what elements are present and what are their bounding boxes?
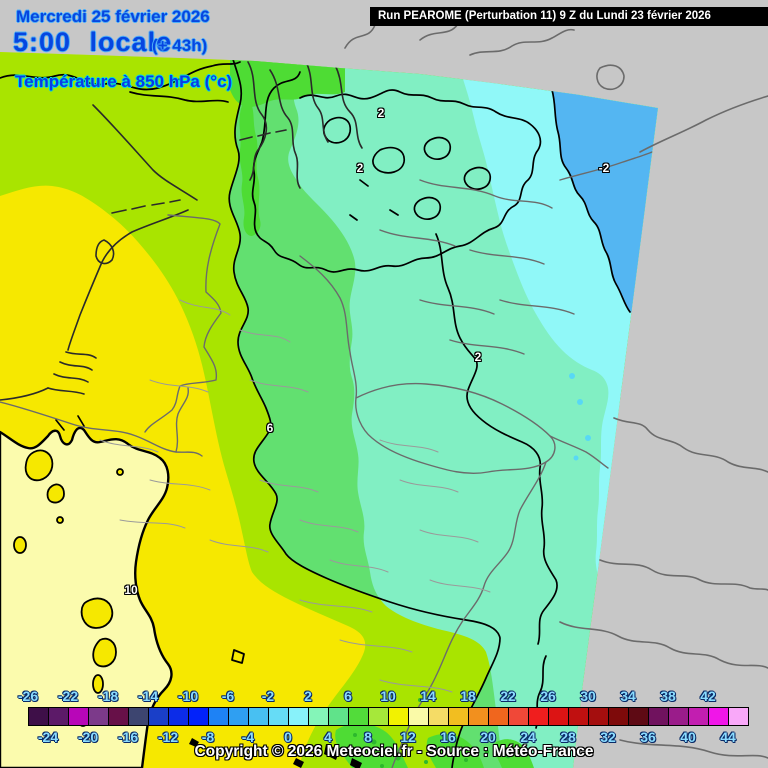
colorbar-box	[428, 707, 449, 726]
colorbar-tick-bottom: 8	[364, 729, 372, 745]
colorbar-tick-bottom: 20	[480, 729, 496, 745]
colorbar-tick-bottom: -20	[77, 729, 99, 745]
colorbar-tick-top: -14	[137, 688, 159, 704]
colorbar-box	[28, 707, 49, 726]
colorbar-tick-bottom: 0	[284, 729, 292, 745]
colorbar-tick-top: 42	[700, 688, 716, 704]
colorbar-tick-bottom: -8	[201, 729, 215, 745]
colorbar-box	[148, 707, 169, 726]
colorbar-tick-top: 22	[500, 688, 516, 704]
colorbar-tick-top: 10	[380, 688, 396, 704]
time-label: 5:00 locale	[13, 27, 173, 57]
colorbar-tick-bottom: 28	[560, 729, 576, 745]
isotherm-label: -2	[598, 161, 610, 175]
isotherm-label: 2	[377, 106, 385, 120]
colorbar-tick-bottom: -24	[37, 729, 59, 745]
colorbar-box	[268, 707, 289, 726]
colorbar-tick-top: 38	[660, 688, 676, 704]
colorbar-box	[68, 707, 89, 726]
colorbar-tick-bottom: 40	[680, 729, 696, 745]
colorbar-box	[608, 707, 629, 726]
colorbar-box	[308, 707, 329, 726]
colorbar-box	[88, 707, 109, 726]
colorbar-tick-bottom: -16	[117, 729, 139, 745]
colorbar-box	[628, 707, 649, 726]
colorbar-box	[648, 707, 669, 726]
colorbar-box	[208, 707, 229, 726]
colorbar-box	[388, 707, 409, 726]
colorbar-box	[48, 707, 69, 726]
colorbar-box	[688, 707, 709, 726]
colorbar-box	[168, 707, 189, 726]
colorbar-box	[488, 707, 509, 726]
isotherm-label: 10	[124, 583, 138, 597]
colorbar-box	[288, 707, 309, 726]
colorbar-box	[508, 707, 529, 726]
band-blue	[552, 88, 658, 316]
colorbar-box	[468, 707, 489, 726]
colorbar-tick-bottom: -12	[157, 729, 179, 745]
colorbar-box	[548, 707, 569, 726]
colorbar-tick-top: -6	[221, 688, 235, 704]
parameter-label: Température à 850 hPa (°c)	[15, 72, 233, 91]
colorbar-tick-top: -22	[57, 688, 79, 704]
colorbar-tick-bottom: -4	[241, 729, 255, 745]
colorbar-tick-top: 30	[580, 688, 596, 704]
colorbar-tick-bottom: 36	[640, 729, 656, 745]
colorbar-tick-top: 6	[344, 688, 352, 704]
colorbar-tick-bottom: 4	[324, 729, 332, 745]
colorbar-tick-top: -10	[177, 688, 199, 704]
colorbar-tick-top: 26	[540, 688, 556, 704]
colorbar-tick-top: 14	[420, 688, 436, 704]
colorbar-box	[528, 707, 549, 726]
copyright-label: Copyright © 2026 Meteociel.fr - Source :…	[194, 743, 594, 760]
colorbar-tick-bottom: 16	[440, 729, 456, 745]
colorbar-box	[248, 707, 269, 726]
colorbar-tick-bottom: 32	[600, 729, 616, 745]
colorbar-tick-top: -18	[97, 688, 119, 704]
colorbar-box	[128, 707, 149, 726]
colorbar-box	[228, 707, 249, 726]
colorbar-tick-top: -2	[261, 688, 275, 704]
coastlines	[0, 59, 363, 401]
colorbar-box	[568, 707, 589, 726]
run-info-banner: Run PEAROME (Perturbation 11) 9 Z du Lun…	[370, 7, 768, 26]
colorbar-box	[668, 707, 689, 726]
colorbar-box	[448, 707, 469, 726]
colorbar-tick-top: 2	[304, 688, 312, 704]
forecast-offset-label: (+ 43h)	[152, 36, 208, 55]
isotherm-label: 6	[266, 421, 274, 435]
department-borders	[99, 299, 491, 693]
colorbar-tick-bottom: 24	[520, 729, 536, 745]
isotherm-label: 2	[474, 350, 482, 364]
colorbar-box	[108, 707, 129, 726]
date-label: Mercredi 25 février 2026	[16, 7, 210, 26]
colorbar-box	[188, 707, 209, 726]
cyan-specks	[569, 373, 591, 461]
colorbar-box	[408, 707, 429, 726]
colorbar-tick-top: 34	[620, 688, 636, 704]
colorbar-tick-top: 18	[460, 688, 476, 704]
isotherm-10-region	[0, 426, 173, 768]
colorbar-tick-bottom: 44	[720, 729, 736, 745]
colorbar-box	[708, 707, 729, 726]
colorbar-tick-bottom: 12	[400, 729, 416, 745]
colorbar-box	[368, 707, 389, 726]
terrain-marks	[189, 738, 362, 768]
colorbar-box	[588, 707, 609, 726]
colorbar-tick-top: -26	[17, 688, 39, 704]
isotherm-contours	[0, 55, 631, 768]
colorbar-box	[328, 707, 349, 726]
colorbar-box	[348, 707, 369, 726]
colorbar-box	[728, 707, 749, 726]
isotherm-label: 2	[356, 161, 364, 175]
